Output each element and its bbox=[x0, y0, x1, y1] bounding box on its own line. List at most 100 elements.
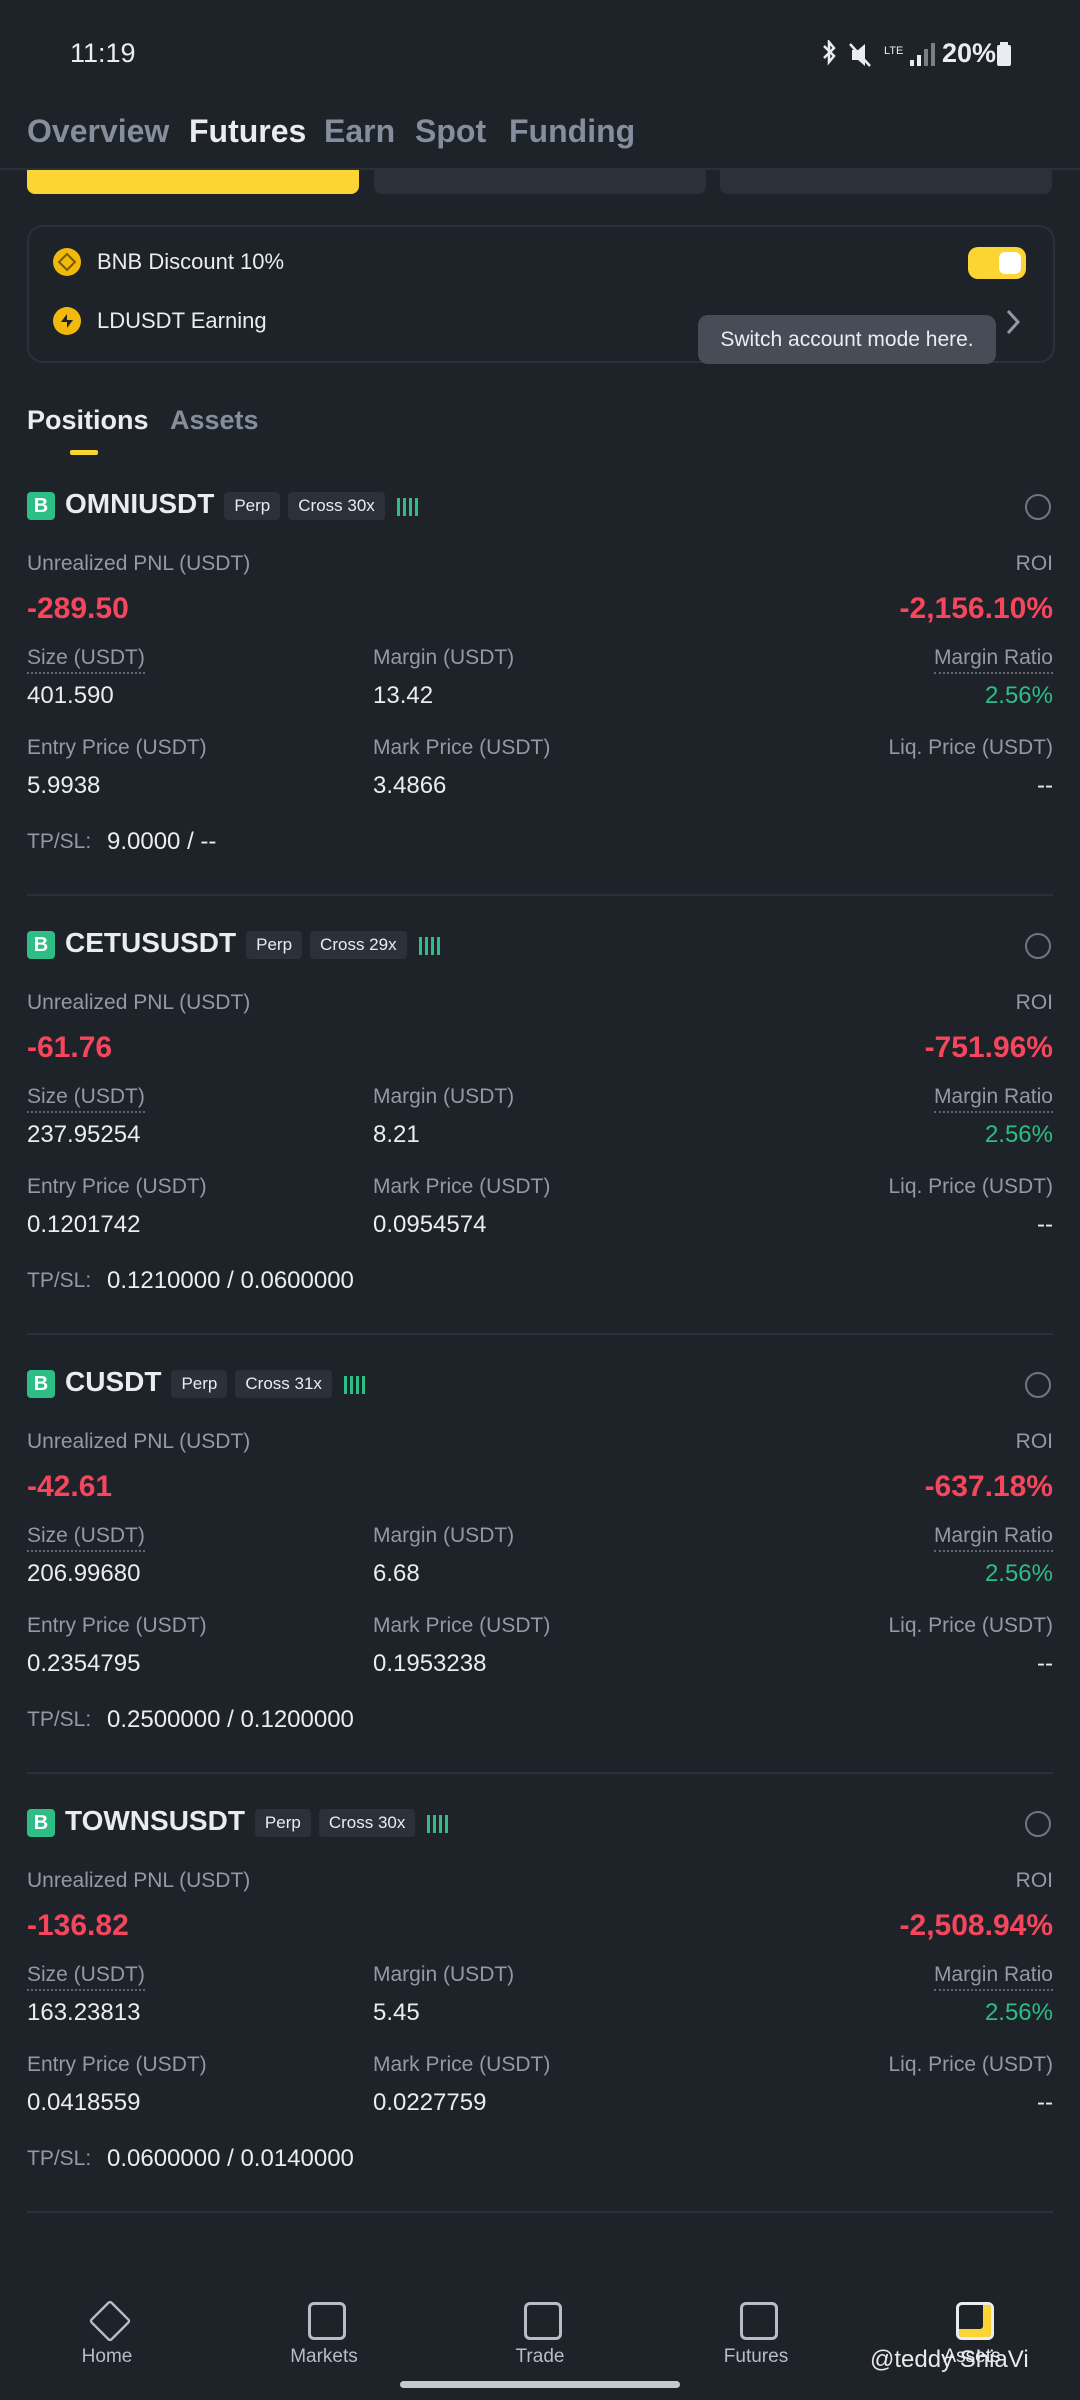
pnl-label: Unrealized PNL (USDT) bbox=[27, 1430, 251, 1453]
size-label: Size (USDT) bbox=[27, 1524, 145, 1552]
roi-value: -637.18% bbox=[924, 1470, 1053, 1503]
size-value: 163.23813 bbox=[27, 1999, 141, 2026]
nav-icon[interactable] bbox=[308, 2302, 346, 2340]
secondary-button[interactable] bbox=[720, 170, 1052, 194]
pnl-value: -42.61 bbox=[27, 1470, 113, 1503]
entry-label: Entry Price (USDT) bbox=[27, 1175, 207, 1198]
nav-label[interactable]: Trade bbox=[515, 2346, 565, 2367]
side-badge: B bbox=[27, 1809, 55, 1837]
margin-label: Margin (USDT) bbox=[373, 646, 515, 669]
pnl-value: -289.50 bbox=[27, 592, 129, 625]
ratio-value: 2.56% bbox=[984, 682, 1053, 709]
roi-value: -751.96% bbox=[924, 1031, 1053, 1064]
liq-label: Liq. Price (USDT) bbox=[888, 736, 1053, 759]
battery-level: 20% bbox=[942, 38, 997, 68]
side-badge: B bbox=[27, 492, 55, 520]
liq-label: Liq. Price (USDT) bbox=[888, 1614, 1053, 1637]
top-tab[interactable]: Funding bbox=[509, 113, 636, 149]
entry-label: Entry Price (USDT) bbox=[27, 1614, 207, 1637]
roi-value: -2,508.94% bbox=[899, 1909, 1053, 1942]
roi-label: ROI bbox=[1015, 1869, 1053, 1892]
liq-value: -- bbox=[1037, 1650, 1053, 1677]
mark-value: 0.0954574 bbox=[373, 1211, 487, 1238]
symbol: CUSDT bbox=[65, 1366, 162, 1397]
nav-label[interactable]: Home bbox=[81, 2346, 133, 2367]
share-icon[interactable] bbox=[1025, 1372, 1051, 1398]
signal-bars bbox=[427, 1815, 450, 1833]
share-icon[interactable] bbox=[1025, 933, 1051, 959]
chip-mode: Cross 30x bbox=[288, 492, 385, 520]
tpsl-label: TP/SL: bbox=[27, 1708, 92, 1731]
subtab-active[interactable]: Positions bbox=[27, 405, 149, 435]
subtab[interactable]: Assets bbox=[170, 405, 259, 435]
mark-label: Mark Price (USDT) bbox=[373, 736, 551, 759]
mark-value: 3.4866 bbox=[373, 772, 447, 799]
liq-value: -- bbox=[1037, 2089, 1053, 2116]
mark-label: Mark Price (USDT) bbox=[373, 1175, 551, 1198]
pnl-label: Unrealized PNL (USDT) bbox=[27, 991, 251, 1014]
size-label: Size (USDT) bbox=[27, 1963, 145, 1991]
size-value: 401.590 bbox=[27, 682, 114, 709]
primary-button[interactable] bbox=[27, 170, 359, 194]
signal-bars bbox=[418, 937, 441, 955]
tpsl-label: TP/SL: bbox=[27, 830, 92, 853]
ratio-label: Margin Ratio bbox=[933, 1524, 1053, 1552]
chip-type: Perp bbox=[171, 1370, 228, 1398]
liq-label: Liq. Price (USDT) bbox=[888, 2053, 1053, 2076]
top-tab[interactable]: Earn bbox=[324, 113, 396, 149]
margin-label: Margin (USDT) bbox=[373, 1963, 515, 1986]
nav-icon[interactable] bbox=[956, 2302, 994, 2340]
top-tab[interactable]: Overview bbox=[27, 113, 170, 149]
home-indicator bbox=[400, 2381, 680, 2388]
mark-label: Mark Price (USDT) bbox=[373, 1614, 551, 1637]
settings-card bbox=[27, 225, 1055, 363]
signal-bars bbox=[396, 498, 419, 516]
roi-label: ROI bbox=[1015, 991, 1053, 1014]
liq-label: Liq. Price (USDT) bbox=[888, 1175, 1053, 1198]
tooltip: Switch account mode here. bbox=[698, 315, 996, 364]
tpsl-label: TP/SL: bbox=[27, 2147, 92, 2170]
liq-value: -- bbox=[1037, 1211, 1053, 1238]
divider bbox=[27, 2211, 1053, 2213]
entry-value: 5.9938 bbox=[27, 772, 101, 799]
ratio-label: Margin Ratio bbox=[933, 646, 1053, 674]
bnb-discount: BNB Discount 10% bbox=[97, 249, 285, 274]
nav-icon[interactable] bbox=[524, 2302, 562, 2340]
top-tab[interactable]: Spot bbox=[415, 113, 487, 149]
symbol: OMNIUSDT bbox=[65, 488, 215, 519]
secondary-button[interactable] bbox=[374, 170, 706, 194]
ld-icon bbox=[53, 307, 81, 335]
tpsl-value: 0.2500000 / 0.1200000 bbox=[107, 1706, 354, 1733]
svg-text:LTE: LTE bbox=[884, 45, 903, 57]
chip-type: Perp bbox=[254, 1809, 311, 1837]
top-tab[interactable]: Futures bbox=[189, 113, 307, 149]
status-time: 11:19 bbox=[70, 38, 136, 68]
side-badge: B bbox=[27, 931, 55, 959]
ratio-value: 2.56% bbox=[984, 1121, 1053, 1148]
nav-label[interactable]: Futures bbox=[723, 2346, 789, 2367]
size-value: 237.95254 bbox=[27, 1121, 141, 1148]
divider bbox=[27, 1333, 1053, 1335]
tab-indicator bbox=[70, 450, 98, 455]
share-icon[interactable] bbox=[1025, 1811, 1051, 1837]
mark-value: 0.0227759 bbox=[373, 2089, 487, 2116]
roi-label: ROI bbox=[1015, 1430, 1053, 1453]
divider bbox=[0, 168, 1080, 170]
margin-value: 5.45 bbox=[373, 1999, 420, 2026]
liq-value: -- bbox=[1037, 772, 1053, 799]
symbol: TOWNSUSDT bbox=[65, 1805, 245, 1836]
signal-bars bbox=[343, 1376, 366, 1394]
nav-label[interactable]: Markets bbox=[290, 2346, 358, 2367]
size-label: Size (USDT) bbox=[27, 646, 145, 674]
share-icon[interactable] bbox=[1025, 494, 1051, 520]
ratio-value: 2.56% bbox=[984, 1560, 1053, 1587]
nav-icon[interactable] bbox=[88, 2299, 132, 2343]
nav-icon[interactable] bbox=[740, 2302, 778, 2340]
chip-mode: Cross 31x bbox=[235, 1370, 332, 1398]
toggle[interactable] bbox=[968, 247, 1026, 279]
entry-value: 0.0418559 bbox=[27, 2089, 141, 2116]
roi-label: ROI bbox=[1015, 552, 1053, 575]
nav-label[interactable]: Assets bbox=[943, 2346, 1001, 2367]
side-badge: B bbox=[27, 1370, 55, 1398]
chevron[interactable] bbox=[1005, 308, 1021, 336]
